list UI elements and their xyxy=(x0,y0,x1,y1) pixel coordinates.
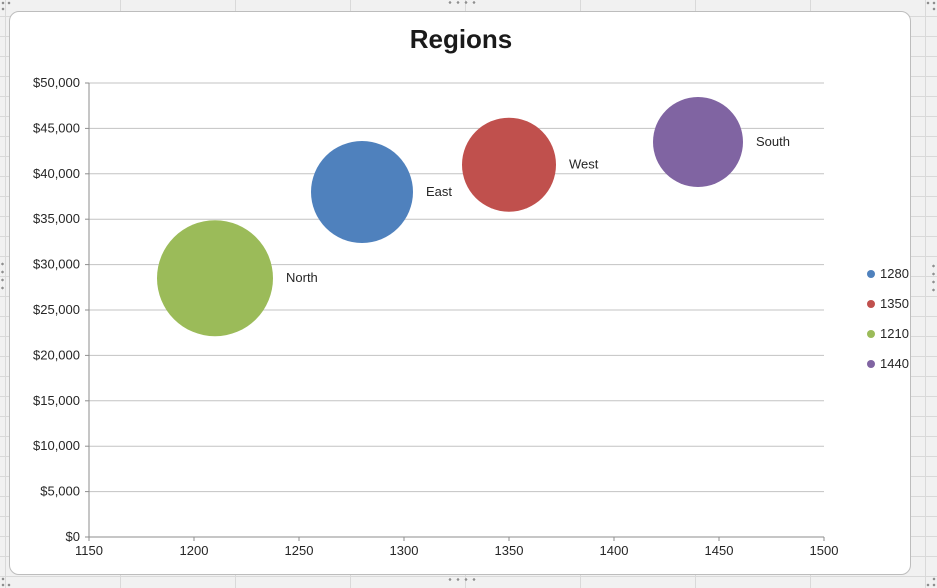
legend-entry-1280[interactable]: 1280 xyxy=(867,266,909,281)
chart-title[interactable]: Regions xyxy=(409,24,513,54)
y-axis-tick-label: $45,000 xyxy=(33,120,80,135)
resize-handle-left-middle[interactable] xyxy=(1,260,4,290)
y-axis-tick-label: $0 xyxy=(66,529,80,544)
bubble-east[interactable] xyxy=(311,140,413,243)
y-axis-tick-label: $15,000 xyxy=(33,393,80,408)
resize-handle-bottom-center[interactable] xyxy=(446,578,476,581)
bubble-chart-canvas: $0 $5,000 $10,000 $15,000 $20,000 $25,000 $30,… xyxy=(33,75,909,558)
y-axis-tick-label: $25,000 xyxy=(33,302,80,317)
y-axis-tick-label: $40,000 xyxy=(33,166,80,181)
data-label-west: West xyxy=(569,157,599,172)
x-axis-tick-label: 1450 xyxy=(705,543,734,558)
x-axis-tick-label: 1150 xyxy=(75,543,103,558)
legend-entry-1440[interactable]: 1440 xyxy=(867,356,909,371)
legend-label: 1350 xyxy=(880,296,909,311)
legend-label: 1440 xyxy=(880,356,909,371)
legend-marker-icon xyxy=(867,270,875,278)
legend: 1280 1350 1210 1440 xyxy=(867,266,909,371)
y-axis-tick-label: $50,000 xyxy=(33,75,80,90)
resize-handle-bottom-left[interactable] xyxy=(0,576,12,588)
resize-handle-right-middle[interactable] xyxy=(932,262,935,292)
x-axis-tick-label: 1400 xyxy=(600,543,629,558)
bubble-north[interactable] xyxy=(157,220,273,337)
legend-label: 1210 xyxy=(880,326,909,341)
legend-marker-icon xyxy=(867,330,875,338)
legend-label: 1280 xyxy=(880,266,909,281)
x-axis-tick-label: 1350 xyxy=(495,543,524,558)
y-axis-tick-label: $30,000 xyxy=(33,257,80,272)
resize-handle-top-left[interactable] xyxy=(0,0,12,12)
y-axis-tick-label: $5,000 xyxy=(40,484,80,499)
chart-object[interactable]: Regions $0 $5,000 $10,000 $15,000 $20,000 $25… xyxy=(9,11,911,575)
bubble-south[interactable] xyxy=(653,97,743,188)
resize-handle-bottom-right[interactable] xyxy=(925,576,937,588)
legend-entry-1210[interactable]: 1210 xyxy=(867,326,909,341)
x-axis-tick-label: 1200 xyxy=(180,543,209,558)
y-axis-tick-label: $20,000 xyxy=(33,347,80,362)
legend-marker-icon xyxy=(867,300,875,308)
x-axis-tick-label: 1500 xyxy=(810,543,839,558)
legend-marker-icon xyxy=(867,360,875,368)
x-axis-tick-label: 1300 xyxy=(390,543,419,558)
resize-handle-top-center[interactable] xyxy=(446,1,476,4)
resize-handle-top-right[interactable] xyxy=(925,0,937,12)
data-label-north: North xyxy=(286,270,318,285)
y-axis-tick-label: $10,000 xyxy=(33,438,80,453)
data-label-south: South xyxy=(756,134,790,149)
x-axis-tick-label: 1250 xyxy=(285,543,314,558)
legend-entry-1350[interactable]: 1350 xyxy=(867,296,909,311)
y-axis-tick-label: $35,000 xyxy=(33,211,80,226)
bubble-west[interactable] xyxy=(462,117,556,212)
data-label-east: East xyxy=(426,184,452,199)
